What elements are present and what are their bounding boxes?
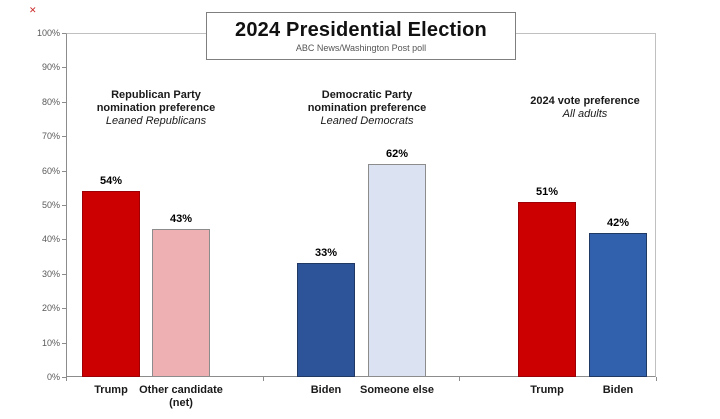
bar-value-label: 43% [169,213,193,226]
y-axis-tick-label: 60% [41,165,60,176]
chart-subtitle: ABC News/Washington Post poll [295,43,427,53]
y-axis-tick [62,170,66,172]
bar-value-label: 62% [385,147,409,160]
bar-trump-51 [518,201,576,377]
y-axis-tick-label: 70% [41,131,60,142]
bar-value-label: 51% [535,185,559,198]
x-axis-category-label: Biden [310,384,342,396]
y-axis-tick-label: 50% [41,200,60,210]
bar-biden-42 [589,232,647,377]
x-axis-category-label: Someone else [360,384,434,396]
y-axis-tick-label: 100% [36,28,60,38]
group-header-subtitle: Leaned Democrats [320,114,414,127]
group-header-line: nomination preference [96,101,216,114]
y-axis-tick-label: 10% [41,337,60,348]
y-axis-tick-label: 20% [41,303,60,314]
y-axis-tick [62,136,66,138]
y-axis-tick [62,67,66,69]
group-header-line: nomination preference [307,101,427,114]
x-axis-category-label: Biden [602,384,634,396]
x-axis-category-label: Other candidate (net) [139,384,223,409]
bar-other-candidate-net-43 [152,229,210,377]
group-header-line: Democratic Party [321,88,413,101]
y-axis-tick [62,308,66,310]
y-axis-tick [62,239,66,241]
broken-image-icon: ✕ [29,5,37,15]
bar-trump-54 [82,191,140,377]
y-axis-tick [62,273,66,275]
x-axis-tick [262,377,264,381]
x-axis-tick [66,377,67,381]
y-axis-tick [62,205,66,206]
bar-someone-else-62 [368,163,426,377]
group-header-line: 2024 vote preference [530,95,640,107]
bar-biden-33 [297,263,355,377]
group-header-republican-party: Republican Party nomination preference Lea… [61,86,251,130]
x-axis-tick [656,377,657,381]
y-axis-tick-label: 0% [46,372,60,382]
chart-title-box: 2024 Presidential Election ABC News/Wash… [206,12,516,60]
group-header-line: Republican Party [111,88,201,101]
y-axis-tick-label: 80% [41,96,60,107]
x-axis-tick [459,377,461,381]
group-header-subtitle: Leaned Republicans [105,114,207,127]
chart-title: 2024 Presidential Election [235,19,487,41]
y-axis-tick-label: 40% [41,234,60,245]
group-header-democratic-party: Democratic Party nomination preference Lea… [272,86,462,130]
y-axis-tick [62,101,66,103]
group-header-subtitle: All adults [562,108,608,120]
y-axis-tick-label: 90% [41,62,60,73]
bar-value-label: 33% [314,247,338,260]
y-axis-tick-label: 30% [41,268,60,279]
bar-value-label: 54% [99,175,123,188]
y-axis-tick [62,33,66,34]
group-header-2024-vote-preference: 2024 vote preference All adults [490,86,680,130]
x-axis-category-label: Trump [530,384,564,396]
y-axis-tick [62,377,66,378]
bar-value-label: 42% [606,216,630,229]
y-axis-tick [62,342,66,344]
x-axis-category-label: Trump [94,384,128,396]
